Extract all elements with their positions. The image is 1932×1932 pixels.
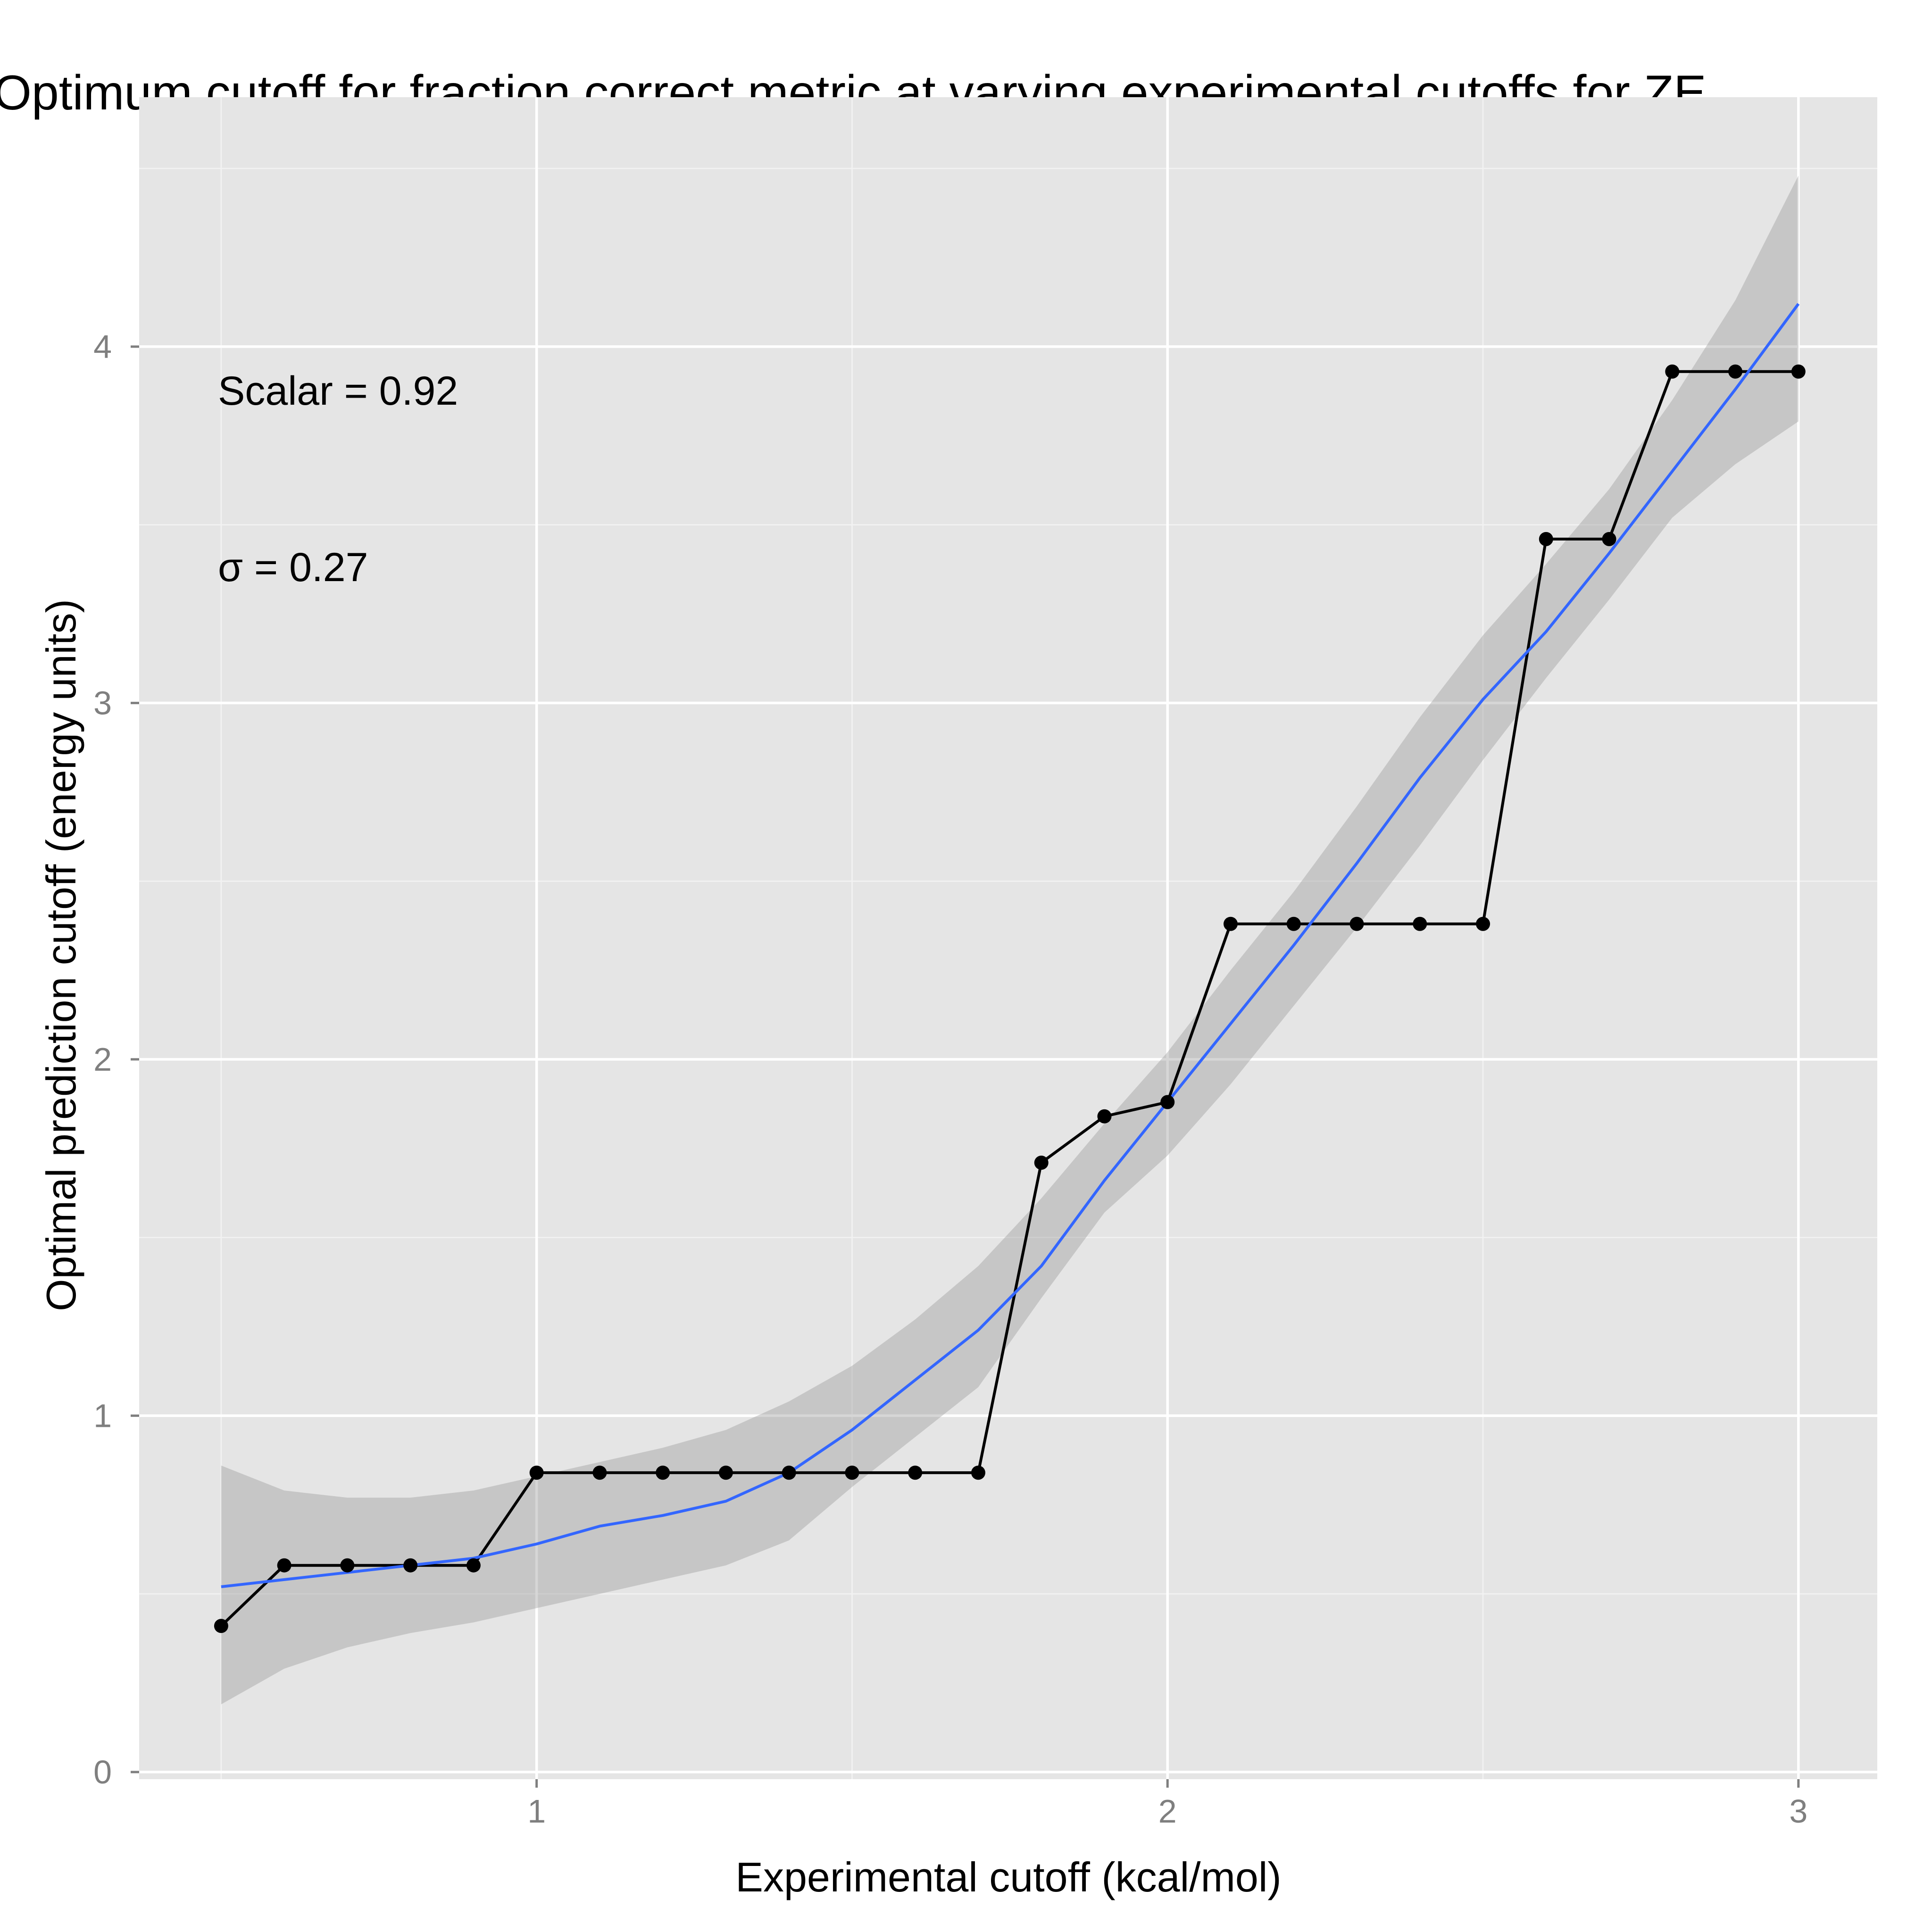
data-point — [1349, 916, 1364, 931]
gridlines — [139, 97, 1877, 1779]
y-tick-label: 2 — [93, 1041, 112, 1078]
y-tick-label: 4 — [93, 328, 112, 365]
data-point — [1223, 916, 1238, 931]
smooth-series — [221, 303, 1800, 1589]
data-point — [277, 1558, 291, 1573]
data-point — [782, 1466, 796, 1480]
data-point — [971, 1466, 985, 1480]
x-axis-title: Experimental cutoff (kcal/mol) — [735, 1854, 1281, 1900]
data-line — [220, 370, 1799, 1627]
data-point — [592, 1466, 607, 1480]
data-point — [1286, 916, 1301, 931]
annotation-sigma: σ = 0.27 — [218, 545, 368, 590]
data-point — [1097, 1109, 1112, 1124]
data-point — [1728, 364, 1743, 379]
annotation-scalar: Scalar = 0.92 — [218, 368, 458, 414]
data-point — [466, 1558, 481, 1573]
data-point — [1476, 916, 1491, 931]
data-point — [1539, 532, 1553, 546]
data-point — [403, 1558, 418, 1573]
x-tick-label: 2 — [1158, 1793, 1177, 1830]
x-tick-label: 1 — [527, 1793, 546, 1830]
data-point — [1791, 364, 1806, 379]
data-point — [529, 1466, 544, 1480]
y-tick-label: 0 — [93, 1754, 112, 1790]
x-tick-label: 3 — [1789, 1793, 1807, 1830]
confidence-band — [221, 175, 1799, 1705]
data-point — [1034, 1155, 1049, 1170]
data-point — [718, 1466, 733, 1480]
data-point — [1665, 364, 1680, 379]
y-tick-label: 1 — [93, 1397, 112, 1434]
axis-ticks: 1 2 3 0 1 2 3 4 — [93, 328, 1807, 1830]
y-axis-title: Optimal prediction cutoff (energy units) — [38, 599, 84, 1311]
confidence-band-area — [221, 175, 1799, 1705]
y-tick-label: 3 — [93, 684, 112, 721]
data-points — [214, 364, 1806, 1633]
data-point — [340, 1558, 355, 1573]
data-point — [1602, 532, 1616, 546]
data-point — [1413, 916, 1427, 931]
data-point — [1160, 1095, 1175, 1109]
plot-panel — [139, 97, 1877, 1779]
data-point — [908, 1466, 923, 1480]
data-point — [656, 1466, 670, 1480]
data-point — [214, 1619, 228, 1633]
smooth-line — [221, 303, 1800, 1589]
data-series — [220, 370, 1799, 1627]
data-point — [845, 1466, 859, 1480]
